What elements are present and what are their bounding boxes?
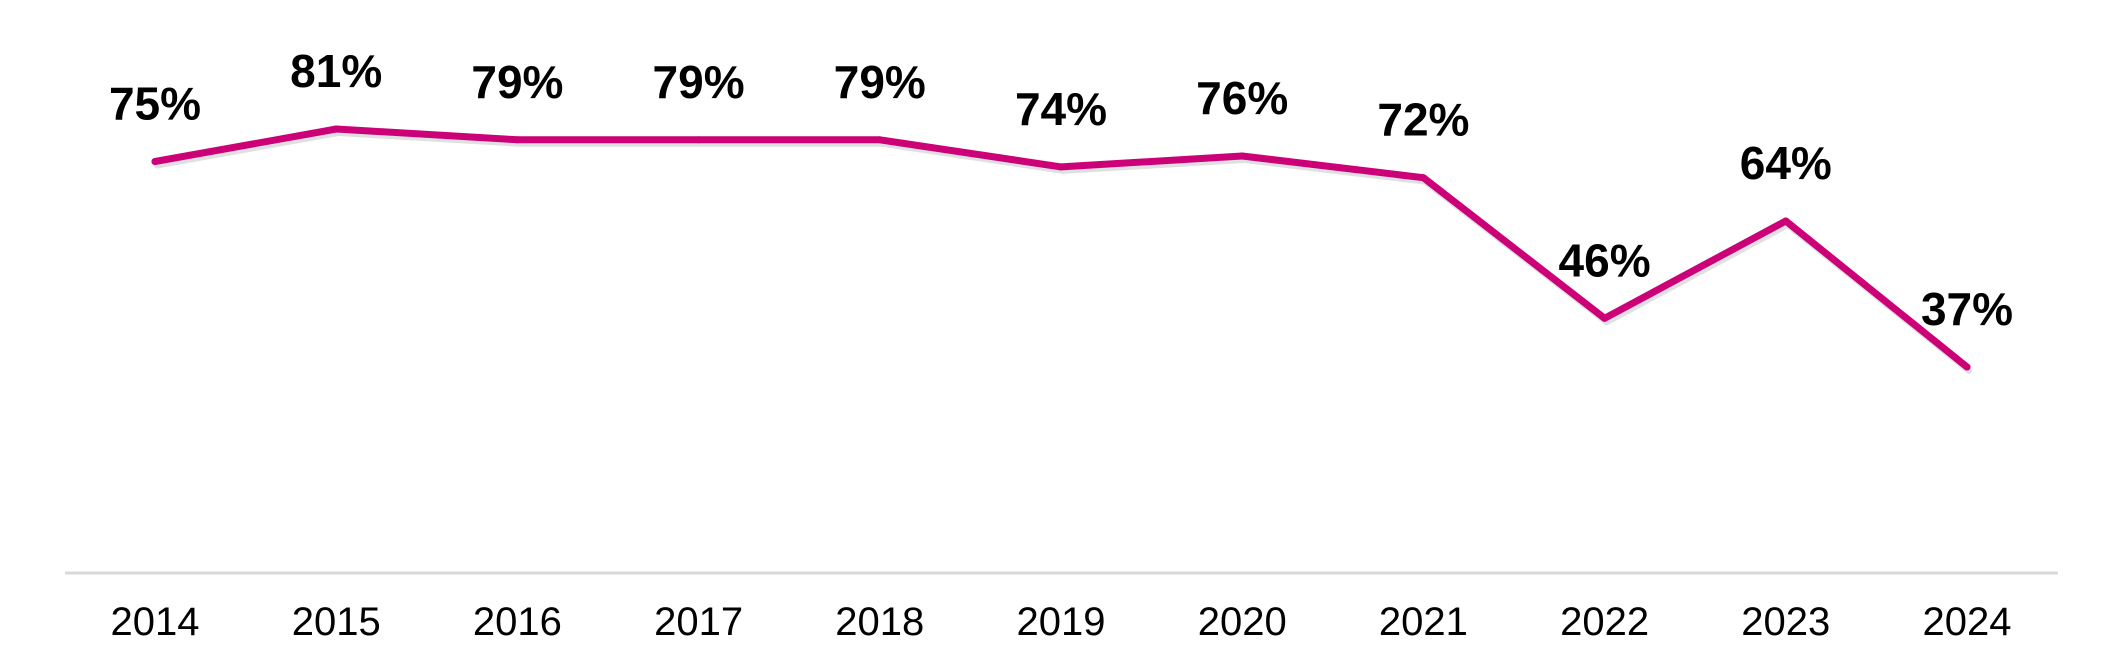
- data-point-2024: [1963, 363, 1971, 371]
- x-tick-layer: 2014 2015 2016 2017 2018 2019 2020 2021 2022 2023…: [111, 600, 2012, 644]
- x-tick-label-2015: 2015: [292, 600, 381, 644]
- data-point-2018: [876, 136, 884, 144]
- data-point-2015: [332, 125, 340, 133]
- data-point-2016: [513, 136, 521, 144]
- data-label-2020: 76%: [1196, 72, 1288, 124]
- data-point-2023: [1782, 217, 1790, 225]
- data-point-layer: [151, 125, 1971, 371]
- data-point-2019: [1057, 163, 1065, 171]
- data-point-2014: [151, 158, 159, 165]
- x-tick-label-2016: 2016: [473, 600, 562, 644]
- data-label-2022: 46%: [1559, 234, 1651, 286]
- data-point-2021: [1419, 174, 1427, 182]
- x-tick-label-2018: 2018: [835, 600, 924, 644]
- data-label-2021: 72%: [1377, 94, 1469, 146]
- x-tick-label-2020: 2020: [1198, 600, 1287, 644]
- data-label-2019: 74%: [1015, 83, 1107, 135]
- data-label-2018: 79%: [834, 56, 926, 108]
- data-label-2017: 79%: [653, 56, 745, 108]
- data-label-layer: 75% 81% 79% 79% 79% 74% 76% 72% 46% 64% 37%: [109, 45, 2013, 335]
- data-point-2022: [1601, 314, 1609, 322]
- x-tick-label-2022: 2022: [1560, 600, 1649, 644]
- data-label-2015: 81%: [290, 45, 382, 97]
- x-tick-label-2019: 2019: [1017, 600, 1106, 644]
- x-tick-label-2014: 2014: [111, 600, 200, 644]
- x-tick-label-2023: 2023: [1741, 600, 1830, 644]
- x-tick-label-2021: 2021: [1379, 600, 1468, 644]
- series-line-shadow: [154, 130, 1972, 374]
- x-tick-label-2017: 2017: [654, 600, 743, 644]
- data-label-2023: 64%: [1740, 137, 1832, 189]
- x-tick-label-2024: 2024: [1923, 600, 2012, 644]
- data-label-2024: 37%: [1921, 283, 2013, 335]
- data-label-2016: 79%: [471, 56, 563, 108]
- data-label-2014: 75%: [109, 78, 201, 130]
- data-point-2020: [1238, 152, 1246, 160]
- data-point-2017: [695, 136, 703, 144]
